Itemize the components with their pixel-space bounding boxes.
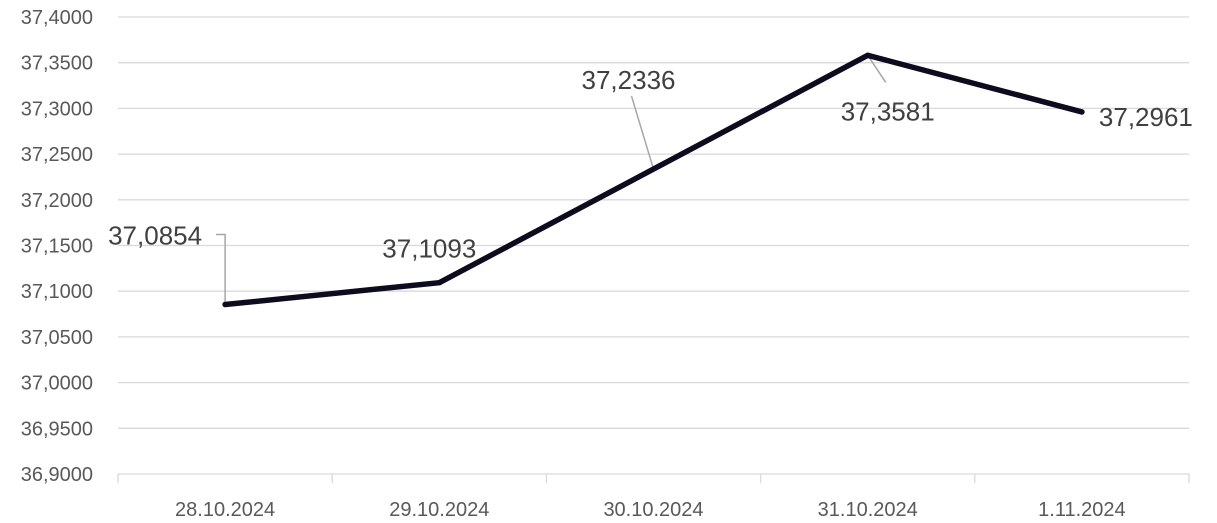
x-tick-label: 30.10.2024 — [603, 499, 703, 521]
data-point — [222, 301, 228, 308]
data-label: 37,2961 — [1099, 102, 1193, 132]
y-tick-label: 36,9000 — [21, 464, 93, 486]
y-tick-label: 37,0500 — [21, 327, 93, 349]
data-label-leader-lines — [216, 54, 887, 305]
y-tick-label: 37,2500 — [21, 144, 93, 166]
y-tick-label: 37,4000 — [21, 7, 93, 29]
data-label: 37,1093 — [382, 234, 476, 264]
data-label: 37,0854 — [108, 221, 202, 251]
x-tick-label: 29.10.2024 — [389, 499, 489, 521]
y-tick-label: 37,1500 — [21, 236, 93, 258]
y-tick-label: 36,9500 — [21, 418, 93, 440]
series-layer — [222, 52, 1085, 308]
leader-line — [867, 54, 887, 83]
y-tick-label: 37,1000 — [21, 281, 93, 303]
y-tick-label: 37,3000 — [21, 98, 93, 120]
y-tick-label: 37,3500 — [21, 53, 93, 75]
x-tick-label: 31.10.2024 — [818, 499, 918, 521]
data-point — [1079, 109, 1085, 115]
data-label: 37,3581 — [841, 96, 935, 126]
data-point — [650, 166, 657, 172]
gridlines — [118, 16, 1189, 429]
leader-line — [216, 233, 226, 305]
data-point — [865, 52, 871, 58]
leader-line — [630, 95, 655, 170]
data-labels: 37,0854 37,1093 37,2336 37,3581 37,2961 — [108, 65, 1193, 264]
y-tick-label: 37,0000 — [21, 373, 93, 395]
y-axis-tick-labels: 36,9000 36,9500 37,0000 37,0500 37,1000 37,15… — [21, 7, 93, 486]
x-tick-label: 1.11.2024 — [1038, 499, 1126, 521]
x-axis — [117, 473, 1190, 483]
data-label: 37,2336 — [582, 65, 676, 95]
y-tick-label: 37,2000 — [21, 190, 93, 212]
x-axis-tick-labels: 28.10.2024 29.10.2024 30.10.2024 31.10.2024… — [175, 499, 1126, 521]
data-point — [436, 280, 442, 286]
x-tick-label: 28.10.2024 — [175, 499, 275, 521]
